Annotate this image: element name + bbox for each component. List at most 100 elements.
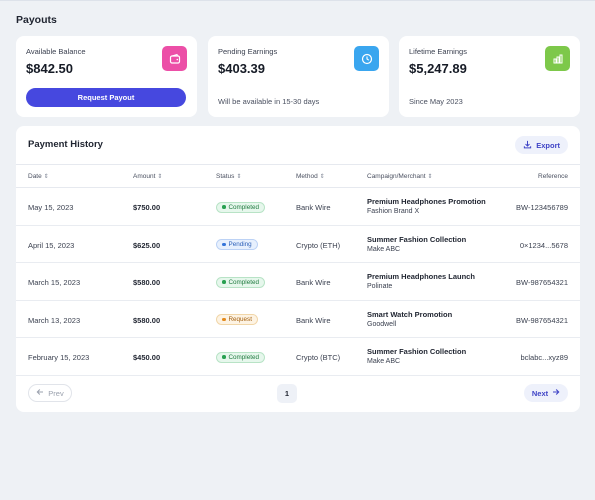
row-reference: 0×1234...5678 — [519, 240, 568, 250]
sort-icon: ⇕ — [43, 174, 49, 180]
prev-label: Prev — [48, 388, 64, 398]
lifetime-earnings-card: Lifetime Earnings $5,247.89 Since May 20… — [399, 36, 580, 117]
page-number-button[interactable]: 1 — [277, 384, 297, 403]
pending-earnings-card: Pending Earnings $403.39 Will be availab… — [208, 36, 389, 117]
top-divider — [0, 0, 595, 1]
row-reference: bclabc...xyz89 — [520, 353, 568, 362]
row-campaign: Premium Headphones Launch — [367, 272, 475, 281]
row-merchant: Make ABC — [367, 245, 401, 253]
header-divider — [16, 164, 580, 165]
row-campaign: Summer Fashion Collection — [367, 234, 467, 244]
page-title: Payouts — [16, 14, 57, 26]
sort-icon: ⇕ — [157, 174, 163, 180]
column-header-status-label: Status — [216, 173, 235, 180]
column-header-reference-label: Reference — [538, 173, 568, 180]
pending-earnings-note: Will be available in 15-30 days — [218, 97, 320, 106]
row-method: Bank Wire — [296, 315, 331, 325]
pagination: Prev 1 Next — [16, 378, 580, 404]
pending-earnings-label: Pending Earnings — [218, 47, 278, 56]
payment-history-title: Payment History — [28, 139, 103, 150]
status-badge: Completed — [216, 201, 265, 213]
row-date: May 15, 2023 — [28, 203, 74, 212]
column-header-campaign-label: Campaign/Merchant — [367, 173, 426, 180]
row-merchant: Polinate — [367, 283, 393, 290]
row-amount: $580.00 — [133, 278, 161, 287]
status-badge: Pending — [216, 239, 258, 250]
available-balance-card: Available Balance $842.50 Request Payout — [16, 36, 197, 117]
available-balance-label: Available Balance — [26, 47, 86, 56]
next-page-button[interactable]: Next — [524, 384, 568, 402]
column-header-method[interactable]: Method ⇕ — [296, 173, 325, 180]
column-header-date[interactable]: Date ⇕ — [28, 173, 49, 180]
lifetime-earnings-value: $5,247.89 — [409, 61, 467, 76]
column-header-amount-label: Amount — [133, 173, 156, 180]
bar-chart-icon — [545, 46, 570, 71]
request-payout-button[interactable]: Request Payout — [26, 88, 186, 107]
status-dot — [222, 317, 226, 322]
arrow-right-icon — [552, 388, 560, 398]
row-campaign: Smart Watch Promotion — [367, 309, 453, 319]
table-header: Date ⇕ Amount ⇕ Status ⇕ Method ⇕ Campaign/M… — [16, 165, 580, 187]
lifetime-earnings-note: Since May 2023 — [409, 97, 463, 106]
row-merchant: Make ABC — [367, 358, 401, 365]
table-row[interactable]: March 15, 2023 $580.00 Completed Bank Wi… — [16, 263, 580, 301]
row-date: February 15, 2023 — [28, 353, 90, 362]
next-label: Next — [531, 388, 549, 398]
table-row[interactable]: May 15, 2023 $750.00 Completed Bank Wire… — [16, 188, 580, 226]
column-header-date-label: Date — [28, 173, 42, 180]
row-amount: $580.00 — [133, 315, 161, 325]
table-row[interactable]: February 15, 2023 $450.00 Completed Cryp… — [16, 338, 580, 376]
sort-icon: ⇕ — [319, 174, 325, 180]
status-badge: Request — [216, 314, 258, 325]
row-method: Crypto (ETH) — [296, 240, 341, 250]
arrow-left-icon — [36, 388, 44, 398]
table-row[interactable]: March 13, 2023 $580.00 Request Bank Wire… — [16, 301, 580, 338]
status-dot — [222, 280, 226, 284]
wallet-icon — [162, 46, 187, 71]
row-amount: $450.00 — [133, 353, 161, 362]
clock-icon — [354, 46, 379, 71]
row-amount: $625.00 — [133, 240, 161, 250]
row-merchant: Fashion Brand X — [367, 208, 420, 215]
status-badge: Completed — [216, 276, 265, 288]
row-reference: BW-123456789 — [516, 203, 568, 212]
row-campaign: Premium Headphones Promotion — [367, 197, 486, 206]
column-header-status[interactable]: Status ⇕ — [216, 173, 241, 180]
column-header-method-label: Method — [296, 173, 318, 180]
status-label: Completed — [228, 353, 259, 361]
status-label: Completed — [228, 278, 259, 286]
available-balance-value: $842.50 — [26, 61, 73, 76]
status-dot — [222, 355, 226, 359]
status-dot — [222, 205, 226, 209]
lifetime-earnings-label: Lifetime Earnings — [409, 47, 467, 56]
pending-earnings-value: $403.39 — [218, 61, 265, 76]
row-date: April 15, 2023 — [28, 240, 75, 250]
download-icon — [523, 140, 532, 151]
row-method: Bank Wire — [296, 278, 331, 287]
status-label: Request — [228, 316, 252, 323]
column-header-campaign[interactable]: Campaign/Merchant ⇕ — [367, 173, 433, 180]
row-date: March 13, 2023 — [28, 315, 81, 325]
status-badge: Completed — [216, 351, 265, 363]
column-header-amount[interactable]: Amount ⇕ — [133, 173, 162, 180]
row-reference: BW-987654321 — [516, 278, 568, 287]
status-label: Pending — [228, 241, 252, 248]
export-button[interactable]: Export — [515, 136, 568, 154]
row-merchant: Goodwell — [367, 320, 397, 328]
row-method: Crypto (BTC) — [296, 353, 341, 362]
column-header-reference: Reference — [538, 173, 568, 180]
table-row[interactable]: April 15, 2023 $625.00 Pending Crypto (E… — [16, 226, 580, 263]
status-dot — [222, 242, 226, 247]
row-amount: $750.00 — [133, 203, 161, 212]
export-label: Export — [536, 140, 560, 150]
payment-history-panel: Payment History Export Date ⇕ Amount ⇕ Sta… — [16, 126, 580, 412]
row-date: March 15, 2023 — [28, 278, 81, 287]
row-method: Bank Wire — [296, 203, 331, 212]
status-label: Completed — [228, 203, 259, 211]
sort-icon: ⇕ — [236, 174, 242, 180]
sort-icon: ⇕ — [427, 174, 433, 180]
row-campaign: Summer Fashion Collection — [367, 347, 467, 356]
table-header-divider — [16, 187, 580, 188]
prev-page-button[interactable]: Prev — [28, 384, 72, 402]
row-reference: BW-987654321 — [516, 315, 568, 325]
